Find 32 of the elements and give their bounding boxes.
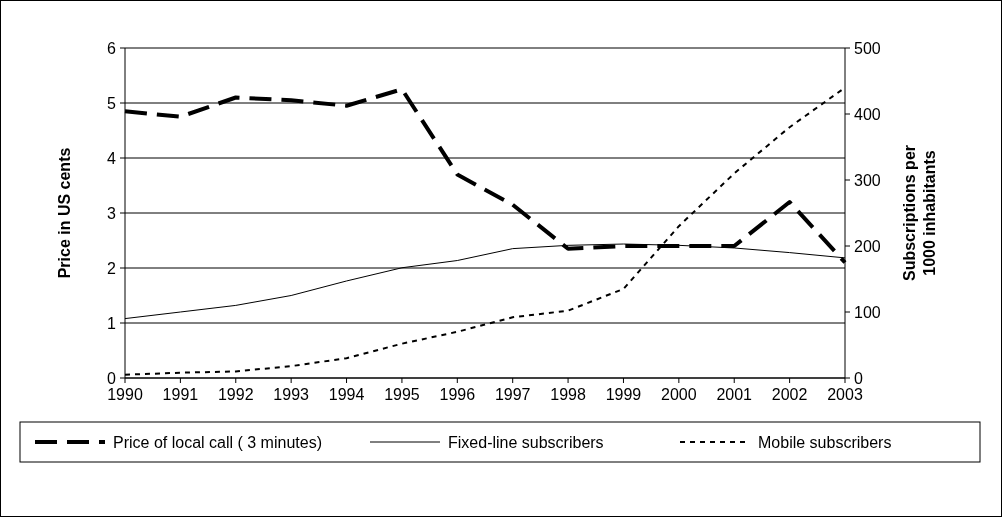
legend-label: Mobile subscribers <box>758 433 892 451</box>
y-tick-label: 0 <box>107 369 117 387</box>
y2-tick-label: 0 <box>854 369 863 387</box>
x-tick-label: 1992 <box>217 386 254 403</box>
x-tick-label: 1998 <box>550 386 586 403</box>
y-tick-label: 1 <box>107 314 117 332</box>
x-tick-label: 1999 <box>605 386 642 403</box>
y2-tick-label: 100 <box>854 303 881 321</box>
x-tick-label: 2003 <box>827 386 863 403</box>
x-tick-label: 1993 <box>273 386 310 403</box>
x-tick-label: 1991 <box>162 386 199 403</box>
y2-tick-label: 400 <box>854 105 881 123</box>
x-tick-label: 1995 <box>384 386 420 403</box>
y-tick-label: 6 <box>107 39 117 57</box>
y2-tick-label: 200 <box>854 237 881 255</box>
x-tick-label: 1997 <box>494 386 531 403</box>
x-tick-label: 2001 <box>716 386 753 403</box>
y2-axis-title: Subscriptions per 1000 inhabitants <box>901 144 938 282</box>
y-tick-label: 4 <box>107 149 117 167</box>
y2-tick-label: 300 <box>854 171 881 189</box>
x-tick-label: 2000 <box>661 386 697 403</box>
y-axis-title: Price in US cents <box>56 147 73 279</box>
x-tick-label: 1990 <box>107 386 143 403</box>
legend-label: Price of local call ( 3 minutes) <box>113 433 322 451</box>
x-tick-label: 1996 <box>439 386 476 403</box>
y-tick-label: 2 <box>107 259 117 277</box>
legend-label: Fixed-line subscribers <box>448 433 604 451</box>
x-tick-label: 2002 <box>771 386 808 403</box>
y2-tick-label: 500 <box>854 39 881 57</box>
y-tick-label: 3 <box>107 204 117 222</box>
x-tick-label: 1994 <box>328 386 365 403</box>
y-tick-label: 5 <box>107 94 117 112</box>
